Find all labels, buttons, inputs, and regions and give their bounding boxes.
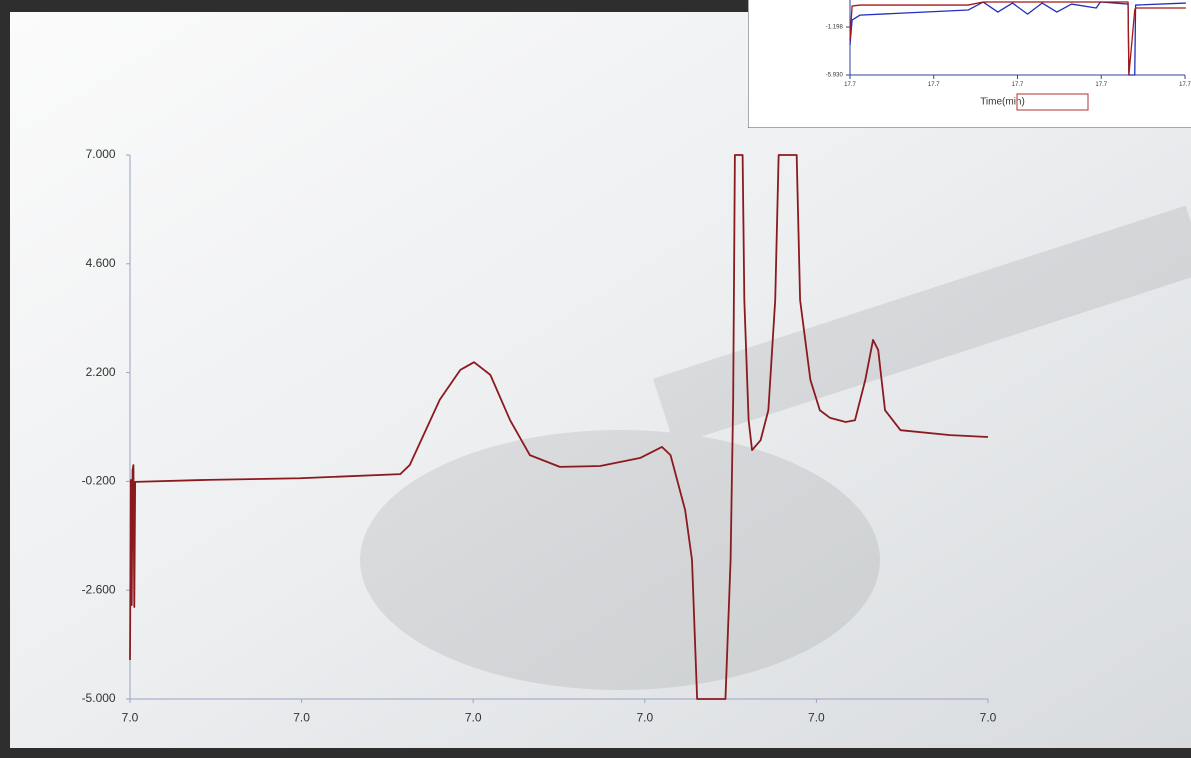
x-tick-label: 7.0 (465, 710, 482, 724)
panel (10, 12, 1191, 748)
x-tick-label: 7.0 (122, 710, 139, 724)
x-tick-label: 7.0 (980, 710, 997, 724)
background-art (360, 205, 1191, 690)
x-tick-label: 7.0 (636, 710, 653, 724)
y-tick-label: -2.600 (82, 582, 116, 596)
y-tick-label: 7.000 (86, 147, 116, 161)
x-tick-label: 7.0 (293, 710, 310, 724)
x-axis-label: Time(min) (980, 97, 1025, 108)
x-tick-label: 17.7 (1012, 82, 1024, 88)
y-tick-label: -0.200 (82, 474, 116, 488)
data-line (849, 1, 1186, 76)
y-tick-label: 4.600 (86, 256, 116, 270)
y-tick-label: -5.930 (826, 73, 844, 79)
x-tick-label: 17.7 (1095, 82, 1107, 88)
data-line (129, 154, 989, 700)
x-label-box (1016, 93, 1089, 111)
y-tick-label: -1.198 (826, 25, 844, 31)
x-tick-label: 17.7 (928, 82, 940, 88)
inset-box (748, 0, 1191, 128)
x-tick-label: 17.7 (844, 82, 856, 88)
y-tick-label: -5.000 (82, 691, 116, 705)
data-line (849, 1, 1186, 76)
x-tick-label: 17.7 (1179, 82, 1191, 88)
y-tick-label: 2.200 (86, 365, 116, 379)
main-chart: 7.000 4.600 2.200 -0.200 -2.600 -5.000 7.0 7.0 7… (82, 147, 997, 724)
x-tick-label: 7.0 (808, 710, 825, 724)
